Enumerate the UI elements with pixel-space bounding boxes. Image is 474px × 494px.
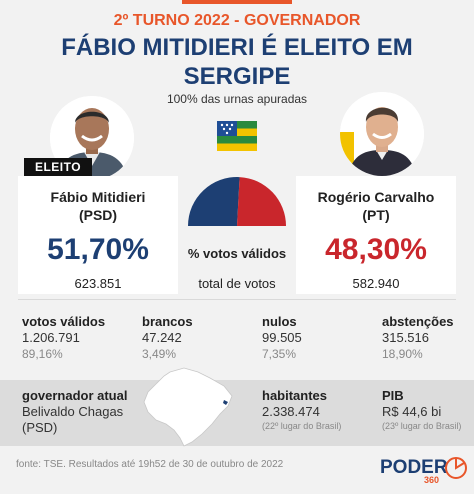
stat-valid-pct: 89,16% [22, 347, 63, 361]
candidate-left-votes: 623.851 [74, 276, 122, 291]
gdp-value: R$ 44,6 bi [382, 404, 442, 419]
brazil-map-icon [143, 367, 233, 447]
current-governor-name: Belivaldo Chagas [22, 404, 124, 419]
valid-votes-label: % votos válidos [187, 246, 287, 261]
divider [18, 299, 456, 300]
stat-valid-label: votos válidos [22, 314, 106, 329]
title-line-2: SERGIPE [183, 63, 291, 90]
gdp-label: PIB [382, 388, 404, 403]
stat-blank-label: brancos [142, 314, 193, 329]
stat-abstention-pct: 18,90% [382, 347, 423, 361]
stat-blank-pct: 3,49% [142, 347, 177, 361]
candidate-card-left [18, 176, 178, 294]
poder360-logo: PODER 360 [380, 457, 467, 485]
gdp-rank: (23º lugar do Brasil) [382, 421, 462, 431]
candidate-left-party: (PSD) [78, 207, 118, 223]
total-votes-label: total de votos [198, 276, 276, 291]
result-semicircle-chart [188, 177, 286, 226]
page-title: FÁBIO MITIDIERI É ELEITO EM SERGIPE [0, 33, 474, 91]
stat-abstention-value: 315.516 [382, 330, 429, 345]
current-governor-label: governador atual [22, 388, 128, 403]
candidate-name-right: Rogério Carvalho (PT) [297, 188, 455, 224]
population-rank: (22º lugar do Brasil) [262, 421, 342, 431]
population-value: 2.338.474 [262, 404, 320, 419]
candidate-card-right [296, 176, 456, 294]
subtitle: 100% das urnas apuradas [166, 92, 308, 106]
current-governor-party: (PSD) [22, 420, 58, 435]
candidate-right-votes: 582.940 [352, 276, 400, 291]
stat-null-label: nulos [262, 314, 297, 329]
source-note: fonte: TSE. Resultados até 19h52 de 30 d… [16, 459, 284, 470]
elected-badge: ELEITO [24, 158, 92, 176]
stat-null-pct: 7,35% [262, 347, 297, 361]
candidate-photo-right [340, 92, 424, 176]
logo-word: PODER [380, 457, 448, 478]
stat-null-value: 99.505 [262, 330, 302, 345]
candidate-right-party: (PT) [362, 207, 390, 223]
sergipe-flag-icon [217, 121, 257, 151]
candidate-right-percent: 48,30% [325, 233, 427, 266]
candidate-right-name: Rogério Carvalho [317, 189, 435, 205]
population-label: habitantes [262, 388, 328, 403]
candidate-left-name: Fábio Mitidieri [50, 189, 146, 205]
kicker: 2º TURNO 2022 - GOVERNADOR [113, 12, 361, 29]
stat-abstention-label: abstenções [382, 314, 454, 329]
stat-valid-value: 1.206.791 [22, 330, 80, 345]
candidate-name-left: Fábio Mitidieri (PSD) [19, 188, 177, 224]
title-line-1: FÁBIO MITIDIERI É ELEITO EM [61, 34, 413, 61]
accent-bar [182, 0, 292, 4]
state-info-band [0, 380, 474, 446]
stat-blank-value: 47.242 [142, 330, 182, 345]
candidate-left-percent: 51,70% [47, 233, 149, 266]
pie-slice-0 [188, 177, 240, 226]
pie-slice-1 [237, 177, 286, 226]
logo-number: 360 [424, 475, 439, 485]
